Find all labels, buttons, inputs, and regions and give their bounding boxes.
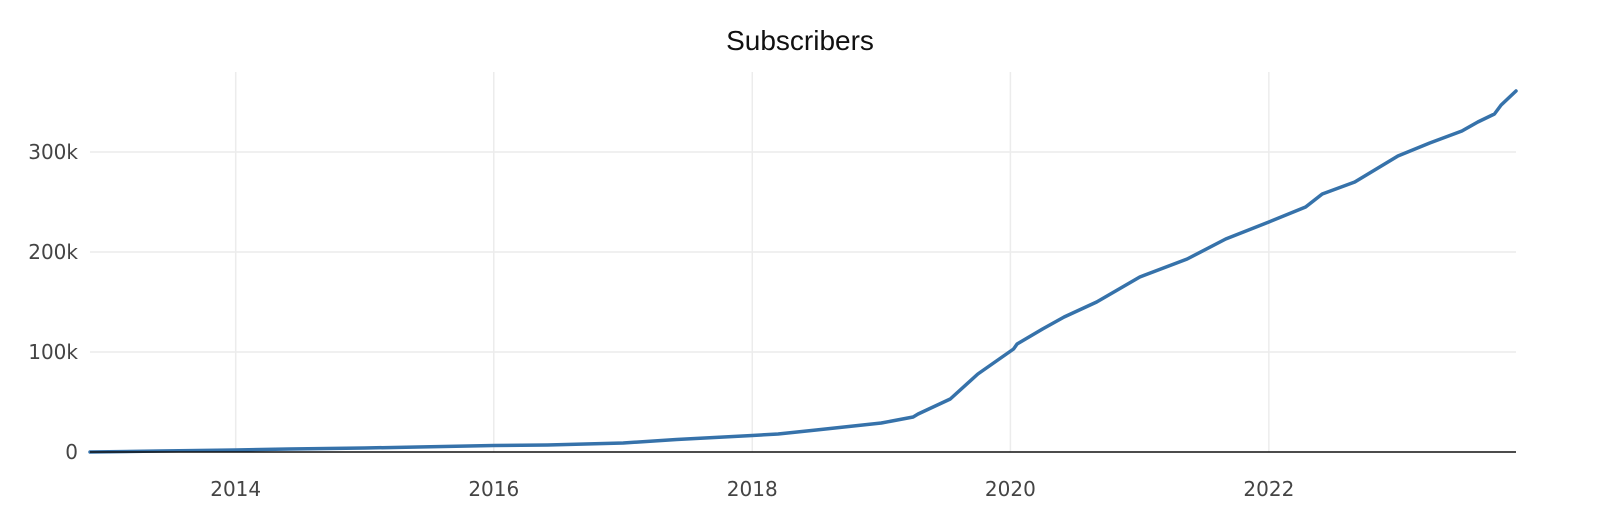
x-tick-label: 2016 <box>468 477 519 501</box>
y-tick-label: 200k <box>28 240 78 264</box>
x-tick-label: 2014 <box>210 477 261 501</box>
x-tick-label: 2020 <box>985 477 1036 501</box>
grid-layer <box>90 72 1516 452</box>
x-tick-label: 2022 <box>1243 477 1294 501</box>
x-tick-label: 2018 <box>727 477 778 501</box>
axis-layer: 2014 2016 2018 2020 2022 0 100k 200k 300k <box>28 140 1516 501</box>
y-tick-label: 100k <box>28 340 78 364</box>
subscribers-series-line <box>88 89 1518 454</box>
chart-title: Subscribers <box>726 25 874 56</box>
y-tick-label: 300k <box>28 140 78 164</box>
series-layer <box>88 89 1518 454</box>
y-tick-label: 0 <box>65 440 78 464</box>
